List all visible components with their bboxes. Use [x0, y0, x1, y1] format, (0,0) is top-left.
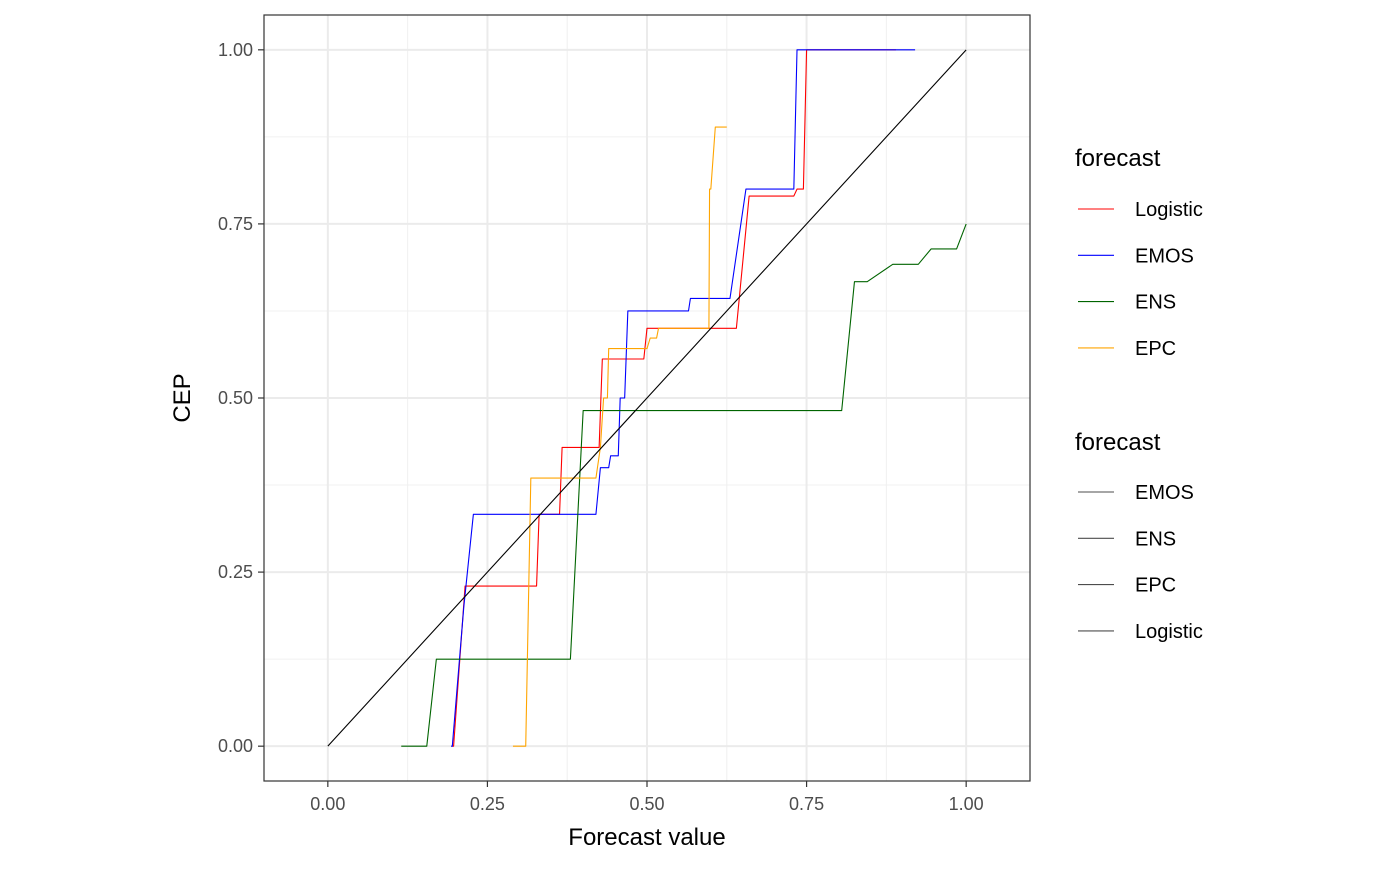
x-tick-label: 0.00: [310, 794, 345, 814]
x-axis-title: Forecast value: [568, 824, 725, 851]
series-line-ens: [401, 223, 967, 747]
x-tick-label: 0.25: [470, 794, 505, 814]
y-tick-label: 0.00: [218, 736, 253, 756]
series-line-emos: [451, 49, 916, 747]
y-axis-title: CEP: [169, 373, 196, 422]
legend-item-label: EMOS: [1135, 482, 1194, 504]
y-tick-label: 0.50: [218, 388, 253, 408]
legend-item-label: EPC: [1135, 575, 1176, 597]
y-tick-label: 0.75: [218, 214, 253, 234]
legend-layer: forecast Logistic EMOS ENS EPC forecast EMOS EN…: [1075, 145, 1203, 643]
legend-item-label: Logistic: [1135, 199, 1203, 221]
reference-diagonal-line: [327, 49, 967, 747]
x-tick-label: 0.50: [629, 794, 664, 814]
legend-item-label: EMOS: [1135, 245, 1194, 267]
legend-title: forecast: [1075, 429, 1161, 456]
legend-item-label: Logistic: [1135, 621, 1203, 643]
y-tick-label: 1.00: [218, 40, 253, 60]
x-tick-label: 1.00: [949, 794, 984, 814]
axes-layer: 0.00 0.25 0.50 0.75 1.00 0.00 0.25 0.50 0.75 1.00: [218, 40, 984, 814]
legend-item-label: ENS: [1135, 528, 1176, 550]
legend-item-label: ENS: [1135, 292, 1176, 314]
legend-title: forecast: [1075, 145, 1161, 172]
y-tick-label: 0.25: [218, 562, 253, 582]
series-line-logistic: [452, 49, 896, 747]
grid-layer: [264, 15, 1030, 781]
series-layer: [327, 49, 967, 747]
legend-item-label: EPC: [1135, 338, 1176, 360]
x-tick-label: 0.75: [789, 794, 824, 814]
